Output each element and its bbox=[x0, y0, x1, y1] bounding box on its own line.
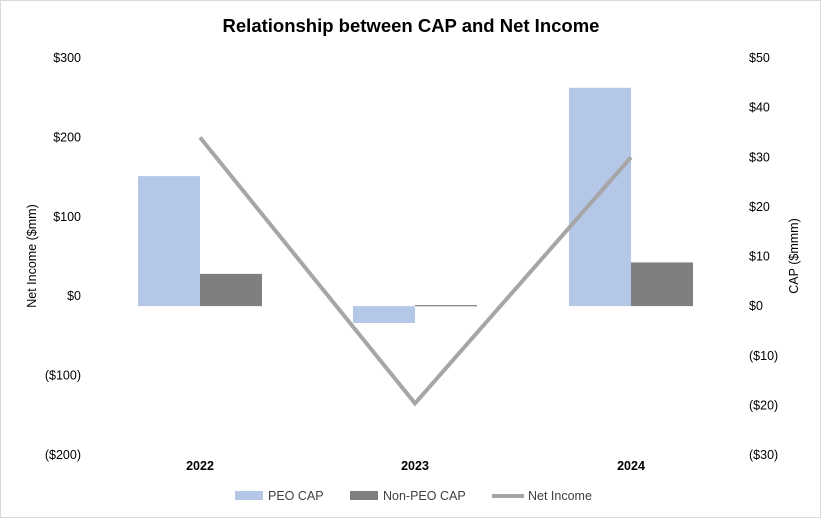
left-tick-label: ($200) bbox=[45, 448, 81, 462]
legend-item-0: PEO CAP bbox=[235, 489, 324, 503]
right-tick-label: $10 bbox=[749, 250, 770, 264]
right-tick-label: $30 bbox=[749, 150, 770, 164]
legend-item-1: Non-PEO CAP bbox=[350, 489, 466, 503]
category-label-2024: 2024 bbox=[617, 459, 645, 473]
legend: PEO CAP Non-PEO CAP Net Income bbox=[235, 489, 592, 503]
peo-cap-bar-2023 bbox=[353, 306, 415, 323]
legend-label: Net Income bbox=[528, 489, 592, 503]
right-tick-label: ($20) bbox=[749, 398, 778, 412]
right-tick-label: $20 bbox=[749, 200, 770, 214]
legend-swatch bbox=[235, 491, 263, 500]
right-tick-label: ($10) bbox=[749, 349, 778, 363]
category-labels: 2022 2023 2024 bbox=[186, 459, 645, 473]
bars-layer bbox=[138, 87, 693, 323]
non-peo-cap-bar-2024 bbox=[631, 262, 693, 307]
left-tick-label: $200 bbox=[53, 130, 81, 144]
net-income-line bbox=[198, 136, 633, 407]
non-peo-cap-bar-2023 bbox=[415, 305, 477, 307]
right-tick-label: ($30) bbox=[749, 448, 778, 462]
right-tick-label: $0 bbox=[749, 299, 763, 313]
category-label-2023: 2023 bbox=[401, 459, 429, 473]
left-axis-ticks: $300 $200 $100 $0 ($100) ($200) bbox=[45, 51, 81, 462]
left-tick-label: $100 bbox=[53, 210, 81, 224]
net-income-line-layer bbox=[198, 136, 633, 407]
legend-label: Non-PEO CAP bbox=[383, 489, 466, 503]
legend-swatch bbox=[350, 491, 378, 500]
legend-label: PEO CAP bbox=[268, 489, 324, 503]
right-axis-ticks: $50 $40 $30 $20 $10 $0 ($10) ($20) ($30) bbox=[749, 51, 778, 462]
peo-cap-bar-2022 bbox=[138, 176, 200, 307]
legend-item-2: Net Income bbox=[492, 489, 592, 503]
left-tick-label: ($100) bbox=[45, 369, 81, 383]
category-label-2022: 2022 bbox=[186, 459, 214, 473]
chart-title: Relationship between CAP and Net Income bbox=[223, 15, 600, 36]
non-peo-cap-bar-2022 bbox=[200, 273, 262, 307]
peo-cap-bar-2024 bbox=[569, 87, 631, 307]
left-axis-title: Net Income ($mm) bbox=[25, 204, 39, 308]
left-tick-label: $0 bbox=[67, 289, 81, 303]
left-tick-label: $300 bbox=[53, 51, 81, 65]
right-tick-label: $50 bbox=[749, 51, 770, 65]
right-tick-label: $40 bbox=[749, 101, 770, 115]
right-axis-title: CAP ($mmm) bbox=[787, 218, 801, 293]
